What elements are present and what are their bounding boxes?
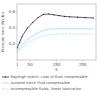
legend-label: Incompressible fluids, linear lubricatio… — [11, 87, 82, 91]
series-marker — [69, 16, 70, 17]
legend: Rayleigh match, case of fluid compressib… — [2, 75, 88, 91]
legend-label: Isolated notch fluid compressible — [11, 81, 71, 85]
series-marker — [19, 42, 20, 43]
series-marker — [37, 17, 38, 18]
series-line — [17, 29, 93, 52]
series-marker — [59, 15, 60, 16]
x-tick-label: 50 — [28, 62, 34, 67]
series-marker — [64, 16, 65, 17]
chart: 1501502500.20.40.6sPressure force (Ws/B₀… — [0, 0, 100, 102]
y-tick-label: 0.2 — [9, 41, 16, 46]
x-axis-label: s — [55, 67, 58, 72]
y-axis-label: Pressure force (Ws/B₀) — [1, 11, 5, 52]
y-tick-label: 0.6 — [9, 9, 16, 14]
series-line — [17, 34, 93, 54]
series-marker — [17, 47, 18, 48]
legend-swatch — [2, 89, 9, 90]
series-marker — [22, 35, 23, 36]
x-tick-label: 250 — [79, 62, 87, 67]
series-marker — [77, 17, 78, 18]
legend-swatch — [2, 83, 9, 84]
series-marker — [43, 14, 44, 15]
series-marker — [32, 22, 33, 23]
plot-area — [17, 13, 94, 53]
x-tick-label: 1 — [16, 62, 19, 67]
series-marker — [93, 17, 94, 18]
y-tick — [16, 28, 18, 29]
series-marker — [53, 14, 54, 15]
legend-swatch — [2, 77, 9, 78]
series-marker — [48, 13, 49, 14]
series-marker — [27, 27, 28, 28]
y-tick-label: 0.4 — [9, 25, 16, 30]
y-tick — [16, 44, 18, 45]
legend-label: Rayleigh match, case of fluid compressib… — [11, 75, 89, 79]
y-tick — [16, 12, 18, 13]
series-line — [17, 14, 93, 48]
series-marker — [85, 17, 86, 18]
legend-marker — [5, 76, 6, 77]
plot-frame — [17, 4, 96, 60]
